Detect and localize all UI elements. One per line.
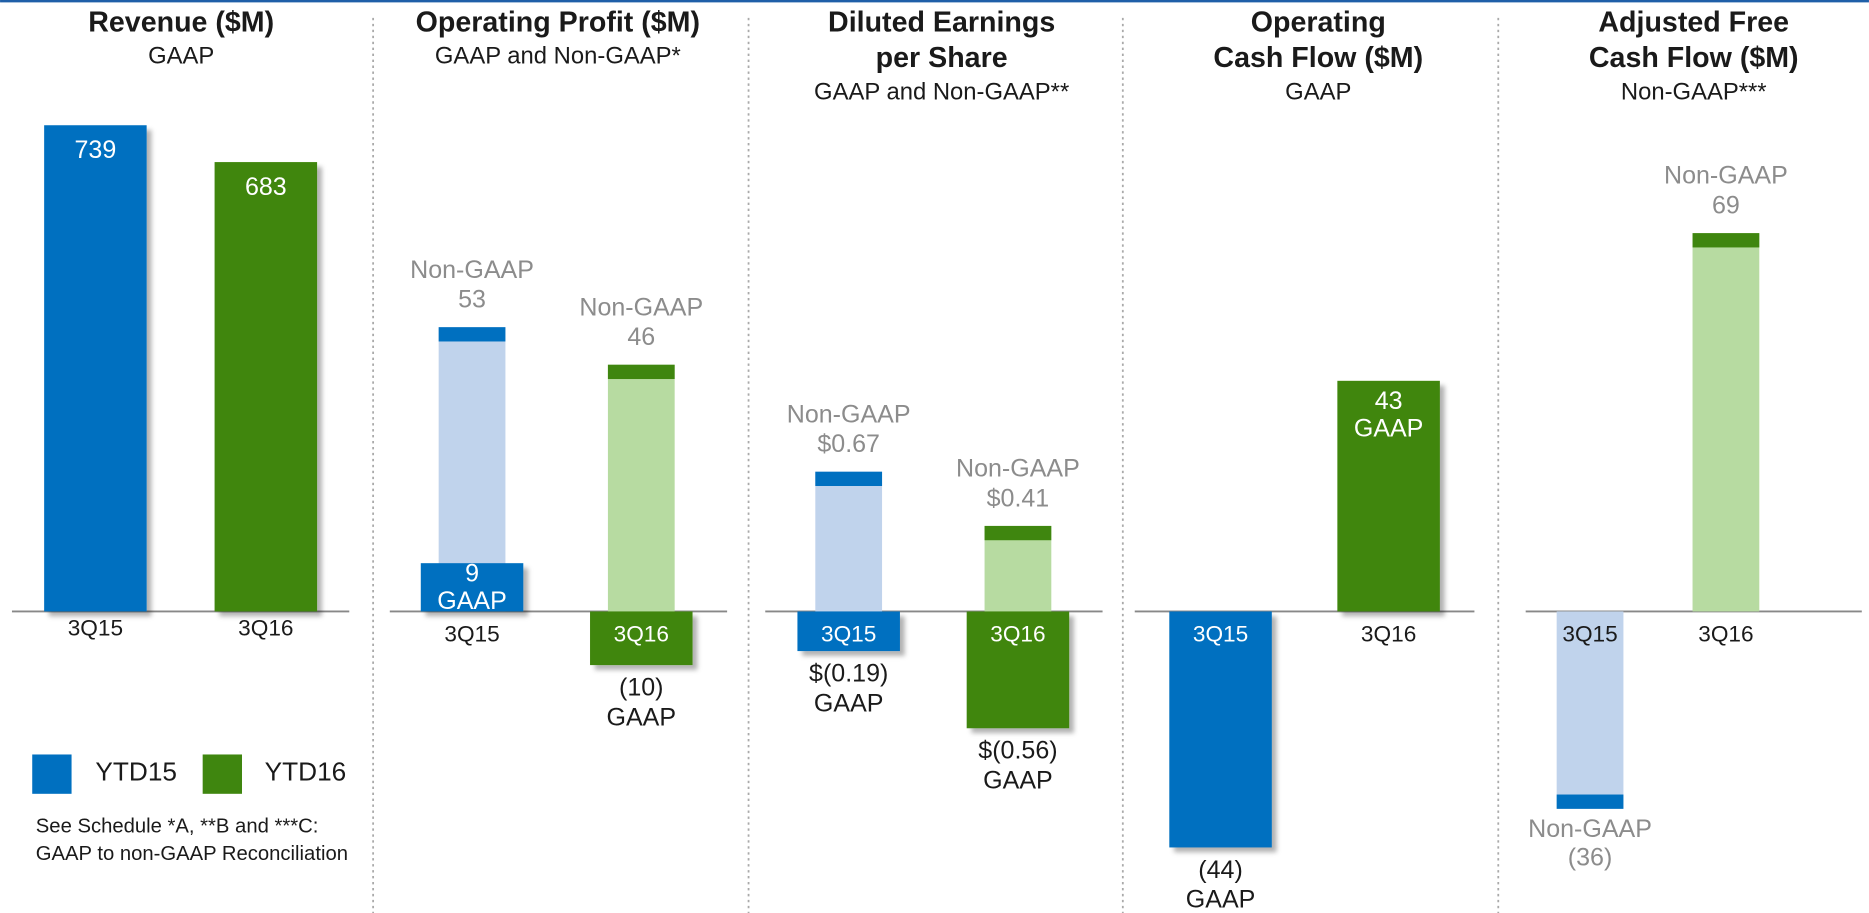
category-label: 3Q15 xyxy=(68,615,123,640)
value-label: 53 xyxy=(458,286,486,314)
non-gaap-bar xyxy=(1692,233,1760,612)
value-label: 683 xyxy=(245,173,287,201)
value-label: 9 xyxy=(465,560,479,588)
bar xyxy=(214,162,318,612)
non-gaap-cap xyxy=(984,525,1052,541)
series-name-label: Non-GAAP xyxy=(956,455,1080,483)
chart-title: Operating Profit ($M) xyxy=(416,6,700,38)
bar xyxy=(44,125,147,612)
value-label: $0.41 xyxy=(987,484,1050,512)
non-gaap-cap xyxy=(1556,794,1624,809)
value-label: 46 xyxy=(627,323,655,351)
chart-title: Diluted Earnings xyxy=(828,6,1055,38)
non-gaap-cap xyxy=(607,364,675,380)
category-label: 3Q16 xyxy=(238,615,293,640)
chart-title: Cash Flow ($M) xyxy=(1213,42,1423,74)
value-label: (10) xyxy=(619,674,664,702)
chart-title: Revenue ($M) xyxy=(88,6,274,38)
category-label: 3Q15 xyxy=(1562,621,1617,646)
chart-title: Adjusted Free xyxy=(1598,6,1789,38)
value-label: $(0.19) xyxy=(809,660,888,688)
value-label: (44) xyxy=(1198,856,1243,884)
series-name-label: Non-GAAP xyxy=(1528,815,1652,843)
chart-subtitle: GAAP xyxy=(1285,78,1351,105)
value-label: $0.67 xyxy=(817,430,880,458)
category-label: 3Q16 xyxy=(1361,621,1416,646)
category-label: 3Q15 xyxy=(1193,621,1248,646)
footnote: See Schedule *A, **B and ***C: xyxy=(36,816,319,838)
gaap-bar xyxy=(966,611,1070,729)
chart-title: per Share xyxy=(876,42,1008,74)
value-label: (36) xyxy=(1568,843,1613,871)
gaap-bar xyxy=(797,611,900,652)
series-name-label: GAAP xyxy=(1186,886,1256,913)
chart-subtitle: GAAP and Non-GAAP* xyxy=(435,43,681,70)
legend-label: YTD16 xyxy=(265,756,347,786)
category-label: 3Q15 xyxy=(821,621,876,646)
category-label: 3Q16 xyxy=(614,621,669,646)
footnote: GAAP to non-GAAP Reconciliation xyxy=(36,843,348,865)
value-label: 739 xyxy=(75,136,117,164)
series-name-label: GAAP xyxy=(814,689,884,717)
gaap-bar xyxy=(420,563,524,612)
non-gaap-bar xyxy=(607,364,675,612)
value-label: 43 xyxy=(1375,387,1403,415)
legend-swatch xyxy=(32,754,72,794)
value-label: 69 xyxy=(1712,192,1740,220)
series-name-label: Non-GAAP xyxy=(787,400,911,428)
top-rule xyxy=(0,0,1869,3)
chart-subtitle: Non-GAAP*** xyxy=(1621,78,1767,105)
non-gaap-cap xyxy=(438,327,506,342)
legend-swatch xyxy=(202,754,243,794)
legend-label: YTD15 xyxy=(95,756,177,786)
series-name-label: GAAP xyxy=(437,587,507,615)
series-name-label: GAAP xyxy=(1354,414,1424,442)
chart-title: Cash Flow ($M) xyxy=(1589,42,1799,74)
series-name-label: GAAP xyxy=(607,703,677,731)
category-label: 3Q16 xyxy=(990,621,1045,646)
non-gaap-cap xyxy=(1692,233,1760,248)
chart-subtitle: GAAP xyxy=(148,43,214,70)
category-label: 3Q16 xyxy=(1698,621,1753,646)
category-label: 3Q15 xyxy=(444,621,499,646)
chart-subtitle: GAAP and Non-GAAP** xyxy=(814,78,1069,105)
non-gaap-bar xyxy=(1556,611,1624,809)
chart-title: Operating xyxy=(1251,6,1386,38)
series-name-label: Non-GAAP xyxy=(1664,162,1788,190)
gaap-bar xyxy=(590,611,693,666)
dividers xyxy=(372,17,1500,913)
value-label: $(0.56) xyxy=(978,737,1057,765)
series-name-label: Non-GAAP xyxy=(579,293,703,321)
series-name-label: Non-GAAP xyxy=(410,256,534,284)
non-gaap-cap xyxy=(815,471,883,486)
non-gaap-bar xyxy=(815,471,883,612)
gaap-bar xyxy=(1169,611,1272,848)
gaap-bar xyxy=(1337,380,1440,612)
series-name-label: GAAP xyxy=(983,766,1053,794)
